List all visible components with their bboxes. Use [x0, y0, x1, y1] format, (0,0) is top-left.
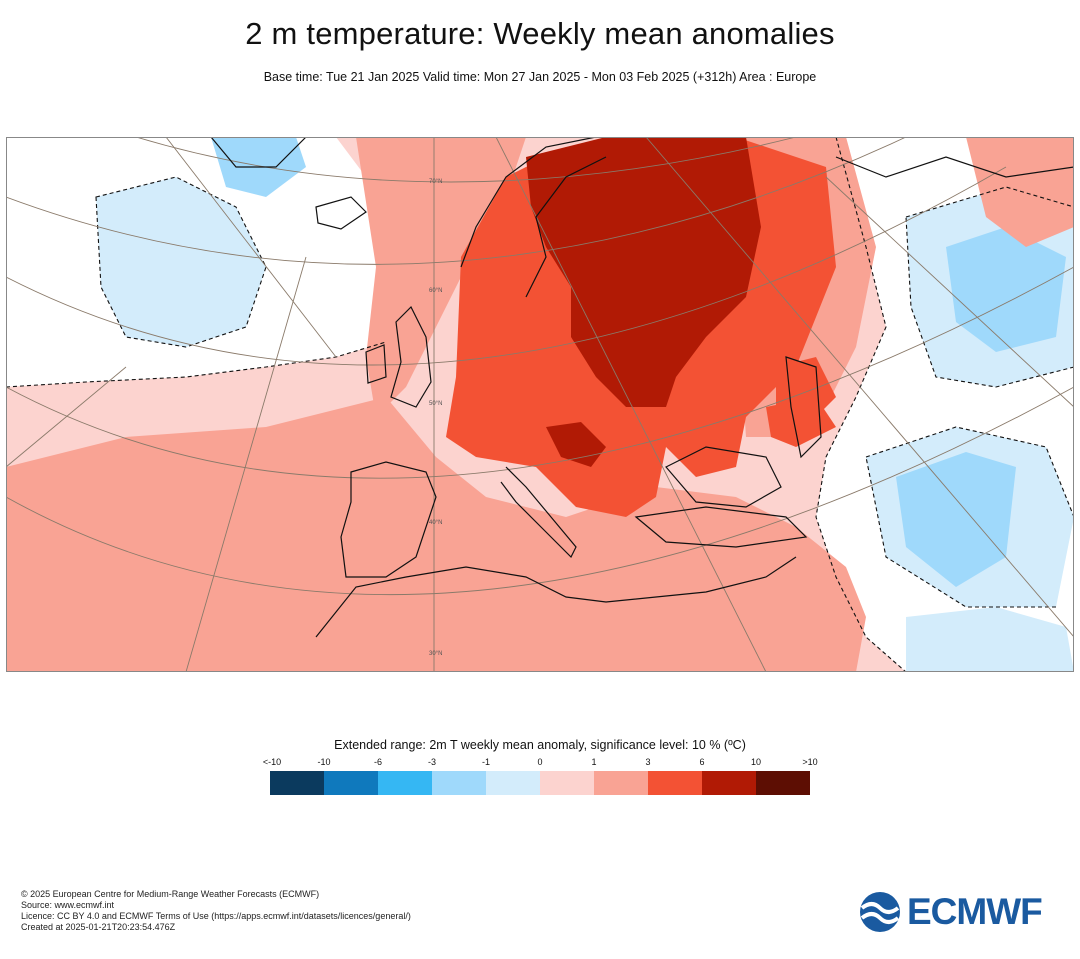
- legend-tick: -1: [481, 757, 491, 767]
- field-warm-north-sea: [356, 137, 526, 417]
- chart-subtitle: Base time: Tue 21 Jan 2025 Valid time: M…: [263, 70, 817, 84]
- coast-caspian: [785, 356, 822, 459]
- ecmwf-logo-icon: [860, 892, 900, 932]
- meridian-e: [645, 137, 1074, 638]
- significance-contours: [6, 137, 1074, 672]
- legend-swatch: [594, 771, 648, 795]
- legend-colorbar: [270, 771, 810, 795]
- coast-north-siberia: [835, 156, 1074, 178]
- contour-cold-atlantic: [95, 176, 267, 348]
- legend-tick: -3: [427, 757, 437, 767]
- legend-tick: 1: [591, 757, 597, 767]
- contour-central-asia: [865, 426, 1074, 608]
- meridian-a: [165, 137, 337, 358]
- parallel-50n: [6, 166, 1007, 366]
- anomaly-map: 70°N 60°N 50°N 40°N 30°N: [6, 137, 1074, 672]
- legend-swatch: [540, 771, 594, 795]
- parallel-60n: [6, 137, 907, 265]
- legend-tick: -10: [317, 757, 331, 767]
- footer-source: Source: www.ecmwf.int: [21, 900, 115, 910]
- label-50n: 50°N: [429, 401, 442, 407]
- meridian-g: [6, 366, 127, 468]
- legend-swatch: [486, 771, 540, 795]
- meridian-b: [185, 256, 307, 672]
- field-cold-west-siberia-core: [946, 227, 1066, 352]
- meridian-d: [495, 137, 767, 672]
- label-40n: 40°N: [429, 520, 442, 526]
- legend-swatch: [432, 771, 486, 795]
- legend-swatch: [270, 771, 324, 795]
- footer: © 2025 European Centre for Medium-Range …: [21, 889, 411, 933]
- footer-licence: Licence: CC BY 4.0 and ECMWF Terms of Us…: [21, 911, 411, 921]
- legend-swatch: [756, 771, 810, 795]
- contour-west-siberia: [905, 186, 1074, 388]
- coast-north-africa: [315, 556, 797, 638]
- legend-swatch: [702, 771, 756, 795]
- contour-east: [815, 137, 907, 672]
- legend-tick: >10: [802, 757, 818, 767]
- coast-ireland: [365, 344, 387, 384]
- label-70n: 70°N: [429, 179, 442, 185]
- meridian-f: [825, 176, 1074, 408]
- legend-swatch: [378, 771, 432, 795]
- footer-copyright: © 2025 European Centre for Medium-Range …: [21, 889, 320, 899]
- legend-ticks: <-10 -10 -6 -3 -1 0 1 3 6 10 >10: [263, 757, 818, 769]
- coast-italy: [500, 466, 577, 559]
- map-svg: 70°N 60°N 50°N 40°N 30°N: [6, 137, 1074, 672]
- legend-swatch: [324, 771, 378, 795]
- legend-tick: 3: [645, 757, 651, 767]
- legend-tick: 0: [537, 757, 543, 767]
- coast-turkey: [634, 506, 808, 548]
- field-cold-atlantic: [96, 177, 266, 347]
- coast-iberia: [340, 461, 437, 578]
- chart-title: 2 m temperature: Weekly mean anomalies: [245, 16, 835, 51]
- coast-scandinavia: [460, 137, 607, 298]
- legend-tick: 10: [750, 757, 762, 767]
- label-30n: 30°N: [429, 651, 442, 657]
- coast-iceland: [315, 196, 367, 230]
- field-cold-far-east-south: [906, 607, 1074, 672]
- ecmwf-logo: ECMWF: [858, 890, 1063, 934]
- field-cold-central-asia-core: [896, 452, 1016, 587]
- coastlines: [210, 137, 1074, 638]
- map-frame: [6, 137, 1074, 672]
- parallel-70n: [135, 137, 797, 183]
- parallel-30n: [6, 386, 1074, 596]
- legend-tick: 6: [699, 757, 705, 767]
- field-extreme-baltic-russia: [526, 137, 761, 407]
- graticule: [6, 137, 1074, 672]
- label-60n: 60°N: [429, 288, 442, 294]
- legend-title: Extended range: 2m T weekly mean anomaly…: [334, 738, 746, 752]
- coast-greenland: [210, 137, 307, 168]
- coast-black-sea: [665, 446, 782, 508]
- legend-tick: <-10: [262, 757, 282, 767]
- coast-britain: [390, 305, 432, 408]
- legend-swatch: [648, 771, 702, 795]
- legend-tick: -6: [373, 757, 383, 767]
- field-warm-arctic-ne: [966, 137, 1074, 247]
- ecmwf-logo-text: ECMWF: [907, 891, 1043, 932]
- contour-atlantic: [6, 341, 387, 388]
- footer-created: Created at 2025-01-21T20:23:54.476Z: [21, 922, 176, 932]
- field-warm-south: [6, 397, 866, 672]
- parallel-40n: [6, 266, 1074, 479]
